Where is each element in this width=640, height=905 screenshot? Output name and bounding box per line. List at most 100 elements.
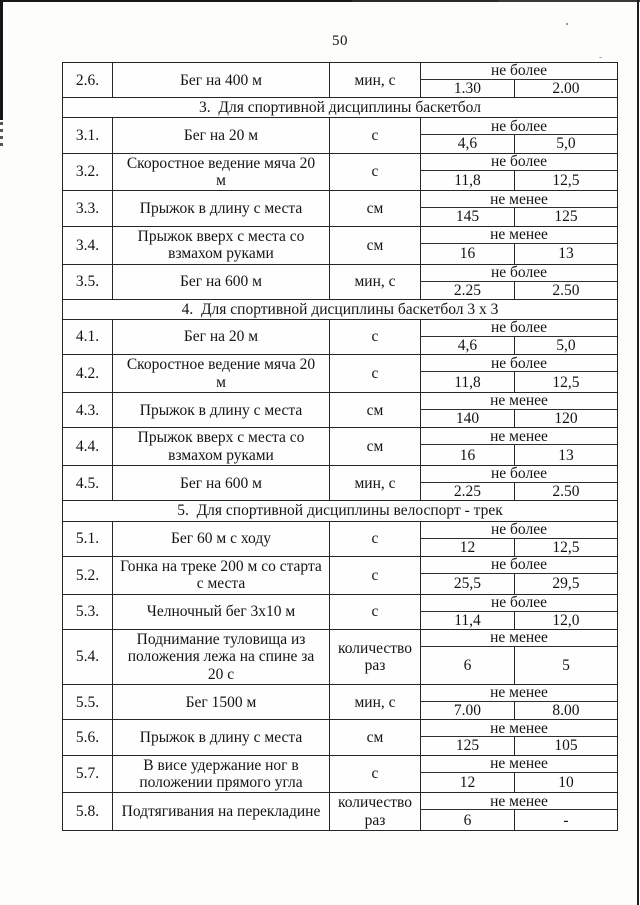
limit-label: не менее bbox=[421, 756, 617, 773]
limit-label: не менее bbox=[421, 191, 617, 209]
exercise-name: Прыжок вверх с места со взмахом руками bbox=[113, 428, 330, 466]
row-number: 4.2. bbox=[63, 355, 113, 393]
norm-values: не менее 16 13 bbox=[421, 227, 617, 264]
norm-value-cells: 7.00 8.00 bbox=[421, 702, 617, 720]
norm-value-cells: 16 13 bbox=[421, 445, 617, 466]
norm-values: не менее 6 5 bbox=[421, 630, 617, 685]
norm-values: не менее 125 105 bbox=[421, 720, 617, 755]
exercise-name: Прыжок в длину с места bbox=[113, 720, 330, 755]
value-1: 145 bbox=[421, 208, 515, 226]
row-number: 3.1. bbox=[63, 118, 113, 153]
unit-of-measure: см bbox=[330, 226, 421, 264]
norm-value-cells: 4,6 5,0 bbox=[421, 336, 617, 355]
row-number: 4.4. bbox=[63, 428, 113, 466]
table-row: 3.2. Скоростное ведение мяча 20 м с не б… bbox=[63, 153, 617, 192]
value-2: 125 bbox=[554, 208, 578, 226]
exercise-name: Бег на 600 м bbox=[113, 264, 330, 299]
limit-label: не менее bbox=[421, 393, 617, 411]
unit-of-measure: мин, с bbox=[330, 685, 421, 720]
norm-value-cells: 11,8 12,5 bbox=[421, 170, 617, 191]
table-row: 4.4. Прыжок вверх с места со взмахом рук… bbox=[63, 428, 617, 467]
limit-label: не более bbox=[421, 118, 617, 136]
value-2: 5 bbox=[562, 656, 570, 674]
value-1: 1.30 bbox=[421, 80, 515, 98]
limit-label: не более bbox=[421, 557, 617, 574]
limit-label: не менее bbox=[421, 227, 617, 244]
exercise-name: Челночный бег 3х10 м bbox=[113, 594, 330, 629]
limit-label: не менее bbox=[421, 793, 617, 811]
unit-of-measure: мин, с bbox=[330, 63, 421, 98]
exercise-name: Бег 60 м с ходу bbox=[113, 521, 330, 556]
section-header-row: 5. Для спортивной дисциплины велоспорт -… bbox=[63, 501, 617, 522]
unit-of-measure: количество раз bbox=[330, 793, 421, 831]
unit-of-measure: см bbox=[330, 191, 421, 226]
limit-label: не менее bbox=[421, 630, 617, 647]
limit-label: не более bbox=[421, 63, 617, 80]
norm-value-cells: 6 - bbox=[421, 810, 617, 831]
limit-label: не более bbox=[421, 154, 617, 171]
row-number: 5.8. bbox=[63, 793, 113, 831]
norm-value-cells: 12 10 bbox=[421, 772, 617, 793]
scan-edge-left bbox=[0, 0, 3, 148]
table-row: 2.6. Бег на 400 м мин, с не более 1.30 2… bbox=[63, 63, 617, 99]
norm-values: не более 2.25 2.50 bbox=[421, 466, 617, 501]
norm-values: не более 4,6 5,0 bbox=[421, 320, 617, 355]
exercise-name: Гонка на треке 200 м со старта с места bbox=[113, 556, 330, 594]
standards-table: 2.6. Бег на 400 м мин, с не более 1.30 2… bbox=[62, 62, 618, 832]
scan-edge-top bbox=[0, 0, 640, 2]
unit-of-measure: см bbox=[330, 428, 421, 466]
row-number: 5.3. bbox=[63, 594, 113, 629]
exercise-name: Прыжок вверх с места со взмахом руками bbox=[113, 226, 330, 264]
value-2: 5,0 bbox=[556, 336, 576, 354]
norm-values: не менее 12 10 bbox=[421, 756, 617, 793]
table-row: 3.3. Прыжок в длину с места см не менее … bbox=[63, 191, 617, 227]
value-1: 6 bbox=[421, 646, 515, 685]
table-row: 4.5. Бег на 600 м мин, с не более 2.25 2… bbox=[63, 466, 617, 502]
exercise-name: В висе удержание ног в положении прямого… bbox=[113, 755, 330, 793]
value-2: 8.00 bbox=[552, 702, 580, 720]
value-2: 12,5 bbox=[552, 373, 580, 391]
table-row: 5.8. Подтягивания на перекладине количес… bbox=[63, 793, 617, 831]
row-number: 5.5. bbox=[63, 685, 113, 720]
exercise-name: Бег на 20 м bbox=[113, 118, 330, 153]
norm-value-cells: 1.30 2.00 bbox=[421, 80, 617, 98]
unit-of-measure: см bbox=[330, 720, 421, 755]
unit-of-measure: см bbox=[330, 393, 421, 428]
row-number: 3.2. bbox=[63, 153, 113, 191]
exercise-name: Бег 1500 м bbox=[113, 685, 330, 720]
scan-speck bbox=[599, 57, 602, 58]
exercise-name: Прыжок в длину с места bbox=[113, 191, 330, 226]
norm-values: не более 11,8 12,5 bbox=[421, 154, 617, 191]
limit-label: не менее bbox=[421, 685, 617, 703]
value-2: 12,5 bbox=[552, 538, 580, 556]
value-2: 29,5 bbox=[552, 575, 580, 593]
value-2: 5,0 bbox=[556, 135, 576, 153]
table-row: 5.4. Поднимание туловища из положения ле… bbox=[63, 629, 617, 686]
row-number: 5.6. bbox=[63, 720, 113, 755]
norm-values: не менее 16 13 bbox=[421, 428, 617, 466]
row-number: 3.5. bbox=[63, 264, 113, 299]
unit-of-measure: с bbox=[330, 319, 421, 355]
section-header-row: 3. Для спортивной дисциплины баскетбол bbox=[63, 98, 617, 119]
norm-value-cells: 2.25 2.50 bbox=[421, 483, 617, 501]
norm-value-cells: 140 120 bbox=[421, 410, 617, 428]
table-row: 5.7. В висе удержание ног в положении пр… bbox=[63, 755, 617, 794]
section-title: 3. Для спортивной дисциплины баскетбол bbox=[199, 99, 481, 117]
unit-of-measure: с bbox=[330, 153, 421, 191]
value-1: 2.25 bbox=[421, 281, 515, 299]
table-row: 5.3. Челночный бег 3х10 м с не более 11,… bbox=[63, 594, 617, 630]
value-1: 11,8 bbox=[421, 372, 515, 393]
page-number: 50 bbox=[332, 33, 348, 49]
norm-value-cells: 12 12,5 bbox=[421, 538, 617, 556]
row-number: 4.1. bbox=[63, 319, 113, 355]
exercise-name: Поднимание туловища из положения лежа на… bbox=[113, 629, 330, 685]
table-row: 5.6. Прыжок в длину с места см не менее … bbox=[63, 720, 617, 756]
row-number: 4.3. bbox=[63, 393, 113, 428]
value-2: 13 bbox=[558, 245, 574, 263]
norm-values: не более 2.25 2.50 bbox=[421, 265, 617, 299]
value-1: 11,4 bbox=[421, 611, 515, 629]
value-1: 7.00 bbox=[421, 702, 515, 720]
unit-of-measure: с bbox=[330, 594, 421, 629]
value-2: 13 bbox=[558, 446, 574, 464]
limit-label: не более bbox=[421, 522, 617, 539]
